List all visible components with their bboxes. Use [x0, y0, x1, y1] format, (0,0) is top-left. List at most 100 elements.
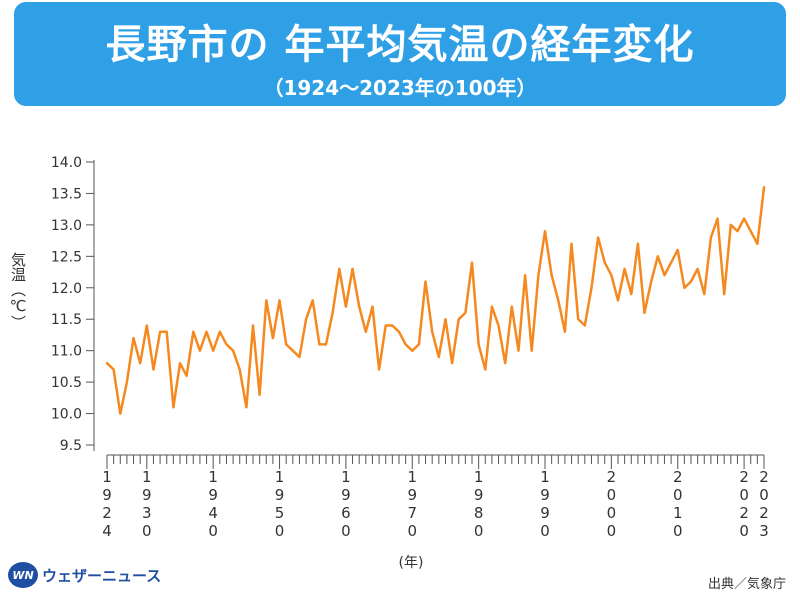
data-point [159, 330, 162, 333]
data-point [650, 280, 653, 283]
data-point [417, 343, 420, 346]
y-tick-label: 13.0 [51, 218, 82, 234]
data-point [743, 217, 746, 220]
data-point [165, 330, 168, 333]
y-tick-label: 14.0 [51, 155, 82, 171]
data-point [457, 318, 460, 321]
data-point [464, 311, 467, 314]
data-point [630, 293, 633, 296]
data-point [139, 362, 142, 365]
data-point [198, 349, 201, 352]
data-point [371, 305, 374, 308]
chart-subtitle: （1924～2023年の100年） [263, 76, 537, 100]
data-point [152, 368, 155, 371]
data-point [391, 324, 394, 327]
data-point [444, 318, 447, 321]
data-point [577, 318, 580, 321]
data-point [676, 249, 679, 252]
data-point [570, 242, 573, 245]
data-point [716, 217, 719, 220]
source-credit: 出典／気象庁 [707, 577, 786, 592]
data-point [185, 374, 188, 377]
data-point [597, 236, 600, 239]
weathernews-logo: WN ウェザーニュース [8, 560, 161, 590]
temperature-series-line [105, 185, 766, 415]
data-point [325, 343, 327, 346]
data-point [550, 274, 553, 277]
data-point [749, 230, 752, 233]
y-axis-title: 気温（℃） [9, 252, 27, 330]
data-point [610, 274, 613, 277]
data-point [563, 330, 566, 333]
logo-mark: WN [8, 562, 38, 588]
data-point [119, 412, 122, 415]
data-point [232, 349, 235, 352]
y-tick-label: 11.5 [51, 312, 82, 328]
data-point [112, 368, 115, 371]
data-point [132, 337, 135, 340]
data-point [623, 267, 626, 270]
data-point [530, 349, 533, 352]
data-point [331, 311, 334, 314]
data-point [358, 305, 361, 308]
data-point [643, 311, 646, 314]
data-point [404, 343, 407, 346]
data-point [258, 393, 261, 396]
x-axis-title: (年) [399, 555, 424, 571]
data-point [690, 280, 692, 283]
data-point [205, 330, 208, 333]
data-point [729, 223, 732, 226]
data-point [510, 305, 513, 308]
data-point [763, 186, 765, 189]
data-point [451, 362, 454, 365]
data-point [497, 324, 500, 327]
data-point [106, 362, 108, 365]
data-point [225, 343, 228, 346]
data-point [344, 305, 347, 308]
data-point [583, 324, 586, 327]
data-point [398, 330, 400, 333]
data-point [305, 318, 308, 321]
data-point [291, 349, 294, 352]
data-point [145, 324, 148, 327]
data-point [318, 343, 321, 346]
y-tick-label: 9.5 [60, 438, 82, 454]
data-point [298, 355, 301, 358]
data-point [517, 349, 520, 352]
data-point [524, 274, 527, 277]
y-tick-label: 10.0 [51, 407, 82, 423]
data-point [424, 280, 427, 283]
data-point [603, 261, 606, 264]
data-point [271, 337, 274, 340]
data-point [179, 362, 181, 365]
data-point [709, 236, 712, 239]
data-point [663, 274, 666, 277]
y-tick-label: 10.5 [51, 375, 82, 391]
data-point [252, 324, 254, 327]
data-point [192, 330, 195, 333]
data-point [703, 293, 706, 296]
data-point [670, 261, 673, 264]
data-point [537, 274, 540, 277]
chart-title: 長野市の 年平均気温の経年変化 [105, 22, 695, 68]
data-point [238, 368, 241, 371]
logo-text: ウェザーニュース [42, 566, 162, 585]
data-point [125, 381, 128, 384]
data-point [351, 267, 354, 270]
data-point [656, 255, 659, 258]
y-tick-label: 11.0 [51, 344, 82, 360]
data-point [245, 406, 248, 409]
y-tick-label: 13.5 [51, 186, 82, 202]
data-point [557, 299, 560, 302]
data-point [636, 242, 639, 245]
data-point [736, 230, 739, 233]
